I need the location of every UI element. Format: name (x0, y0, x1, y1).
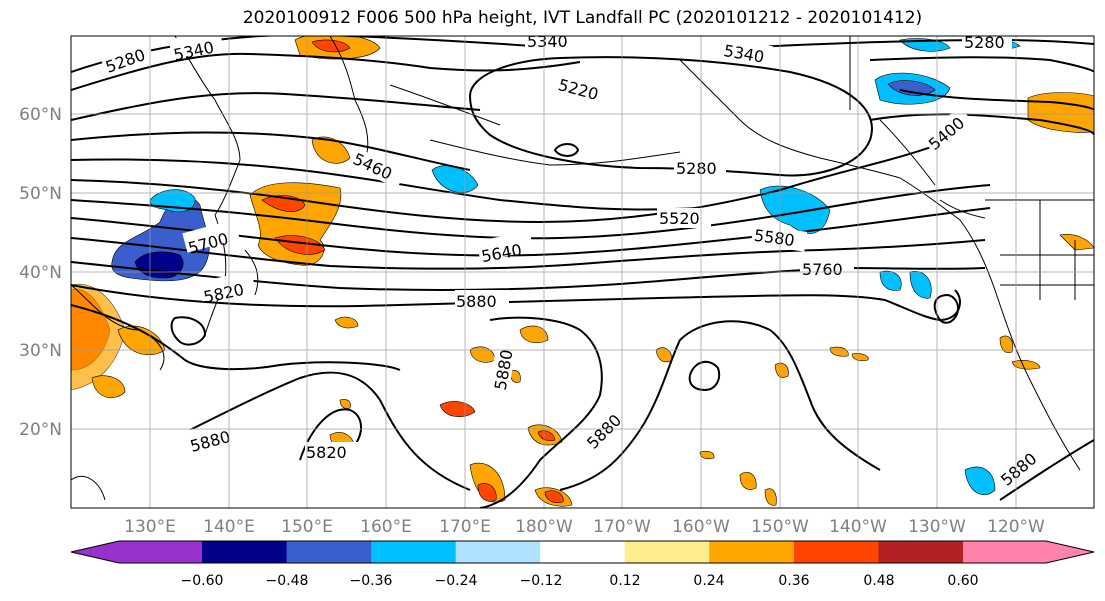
map-title: 2020100912 F006 500 hPa height, IVT Land… (242, 8, 923, 28)
lon-label: 140°W (829, 517, 887, 537)
gridlines (71, 36, 1094, 508)
lat-label: 40°N (19, 263, 62, 283)
colorbar-outline (70, 540, 1095, 564)
lat-label: 20°N (19, 420, 62, 440)
colorbar-tick-label: 0.48 (863, 573, 894, 589)
colorbar-tick-label: 0.60 (947, 573, 978, 589)
colorbar-segment (202, 541, 288, 563)
contour-label: 5280 (964, 33, 1005, 52)
contour-label: 5520 (659, 209, 700, 228)
lon-label: 150°E (281, 517, 333, 537)
colorbar-segment (540, 541, 626, 563)
colorbar-tick-label: −0.36 (350, 573, 393, 589)
colorbar-segment (709, 541, 795, 563)
colorbar-tick-label: −0.12 (520, 573, 563, 589)
contour-labels: 5280 5340 5340 5340 5280 5220 5280 5400 … (98, 32, 1050, 492)
colorbar-segment (878, 541, 964, 563)
contour-label: 5280 (676, 159, 717, 178)
contour-label: 5880 (456, 292, 497, 311)
lon-label: 180°W (515, 517, 573, 537)
lon-label: 150°W (751, 517, 809, 537)
lon-label: 170°W (593, 517, 651, 537)
colorbar-tick-label: −0.48 (266, 573, 309, 589)
contour-label: 5760 (802, 260, 843, 279)
colorbar-segment (793, 541, 879, 563)
lat-label: 50°N (19, 184, 62, 204)
contour-label: 5820 (306, 443, 347, 462)
map-plot-area: 5280 5340 5340 5340 5280 5220 5280 5400 … (71, 32, 1094, 508)
lon-label: 130°W (908, 517, 966, 537)
lon-label: 170°E (439, 517, 491, 537)
colorbar-tick-label: −0.24 (435, 573, 478, 589)
lon-label: 160°E (360, 517, 412, 537)
lat-label: 30°N (19, 341, 62, 361)
colorbar-tick-label: 0.12 (609, 573, 640, 589)
lon-label: 130°E (124, 517, 176, 537)
colorbar-tick-label: −0.60 (181, 573, 224, 589)
lat-label: 60°N (19, 105, 62, 125)
colorbar-segment (455, 541, 541, 563)
lon-axis-labels: 130°E 140°E 150°E 160°E 170°E 180°W 170°… (124, 517, 1045, 537)
colorbar-segment (624, 541, 710, 563)
colorbar-segment (71, 541, 202, 563)
colorbar (70, 540, 1095, 564)
colorbar-tick-labels: −0.60 −0.48 −0.36 −0.24 −0.12 0.12 0.24 … (181, 573, 979, 589)
colorbar-tick-label: 0.24 (693, 573, 724, 589)
lon-label: 160°W (672, 517, 730, 537)
colorbar-segment (286, 541, 372, 563)
colorbar-tick-label: 0.36 (778, 573, 809, 589)
lon-label: 140°E (203, 517, 255, 537)
colorbar-segment (371, 541, 457, 563)
colorbar-segment (963, 541, 1094, 563)
lat-axis-labels: 60°N 50°N 40°N 30°N 20°N (19, 105, 62, 440)
contour-label: 5340 (527, 32, 568, 51)
lon-label: 120°W (987, 517, 1045, 537)
